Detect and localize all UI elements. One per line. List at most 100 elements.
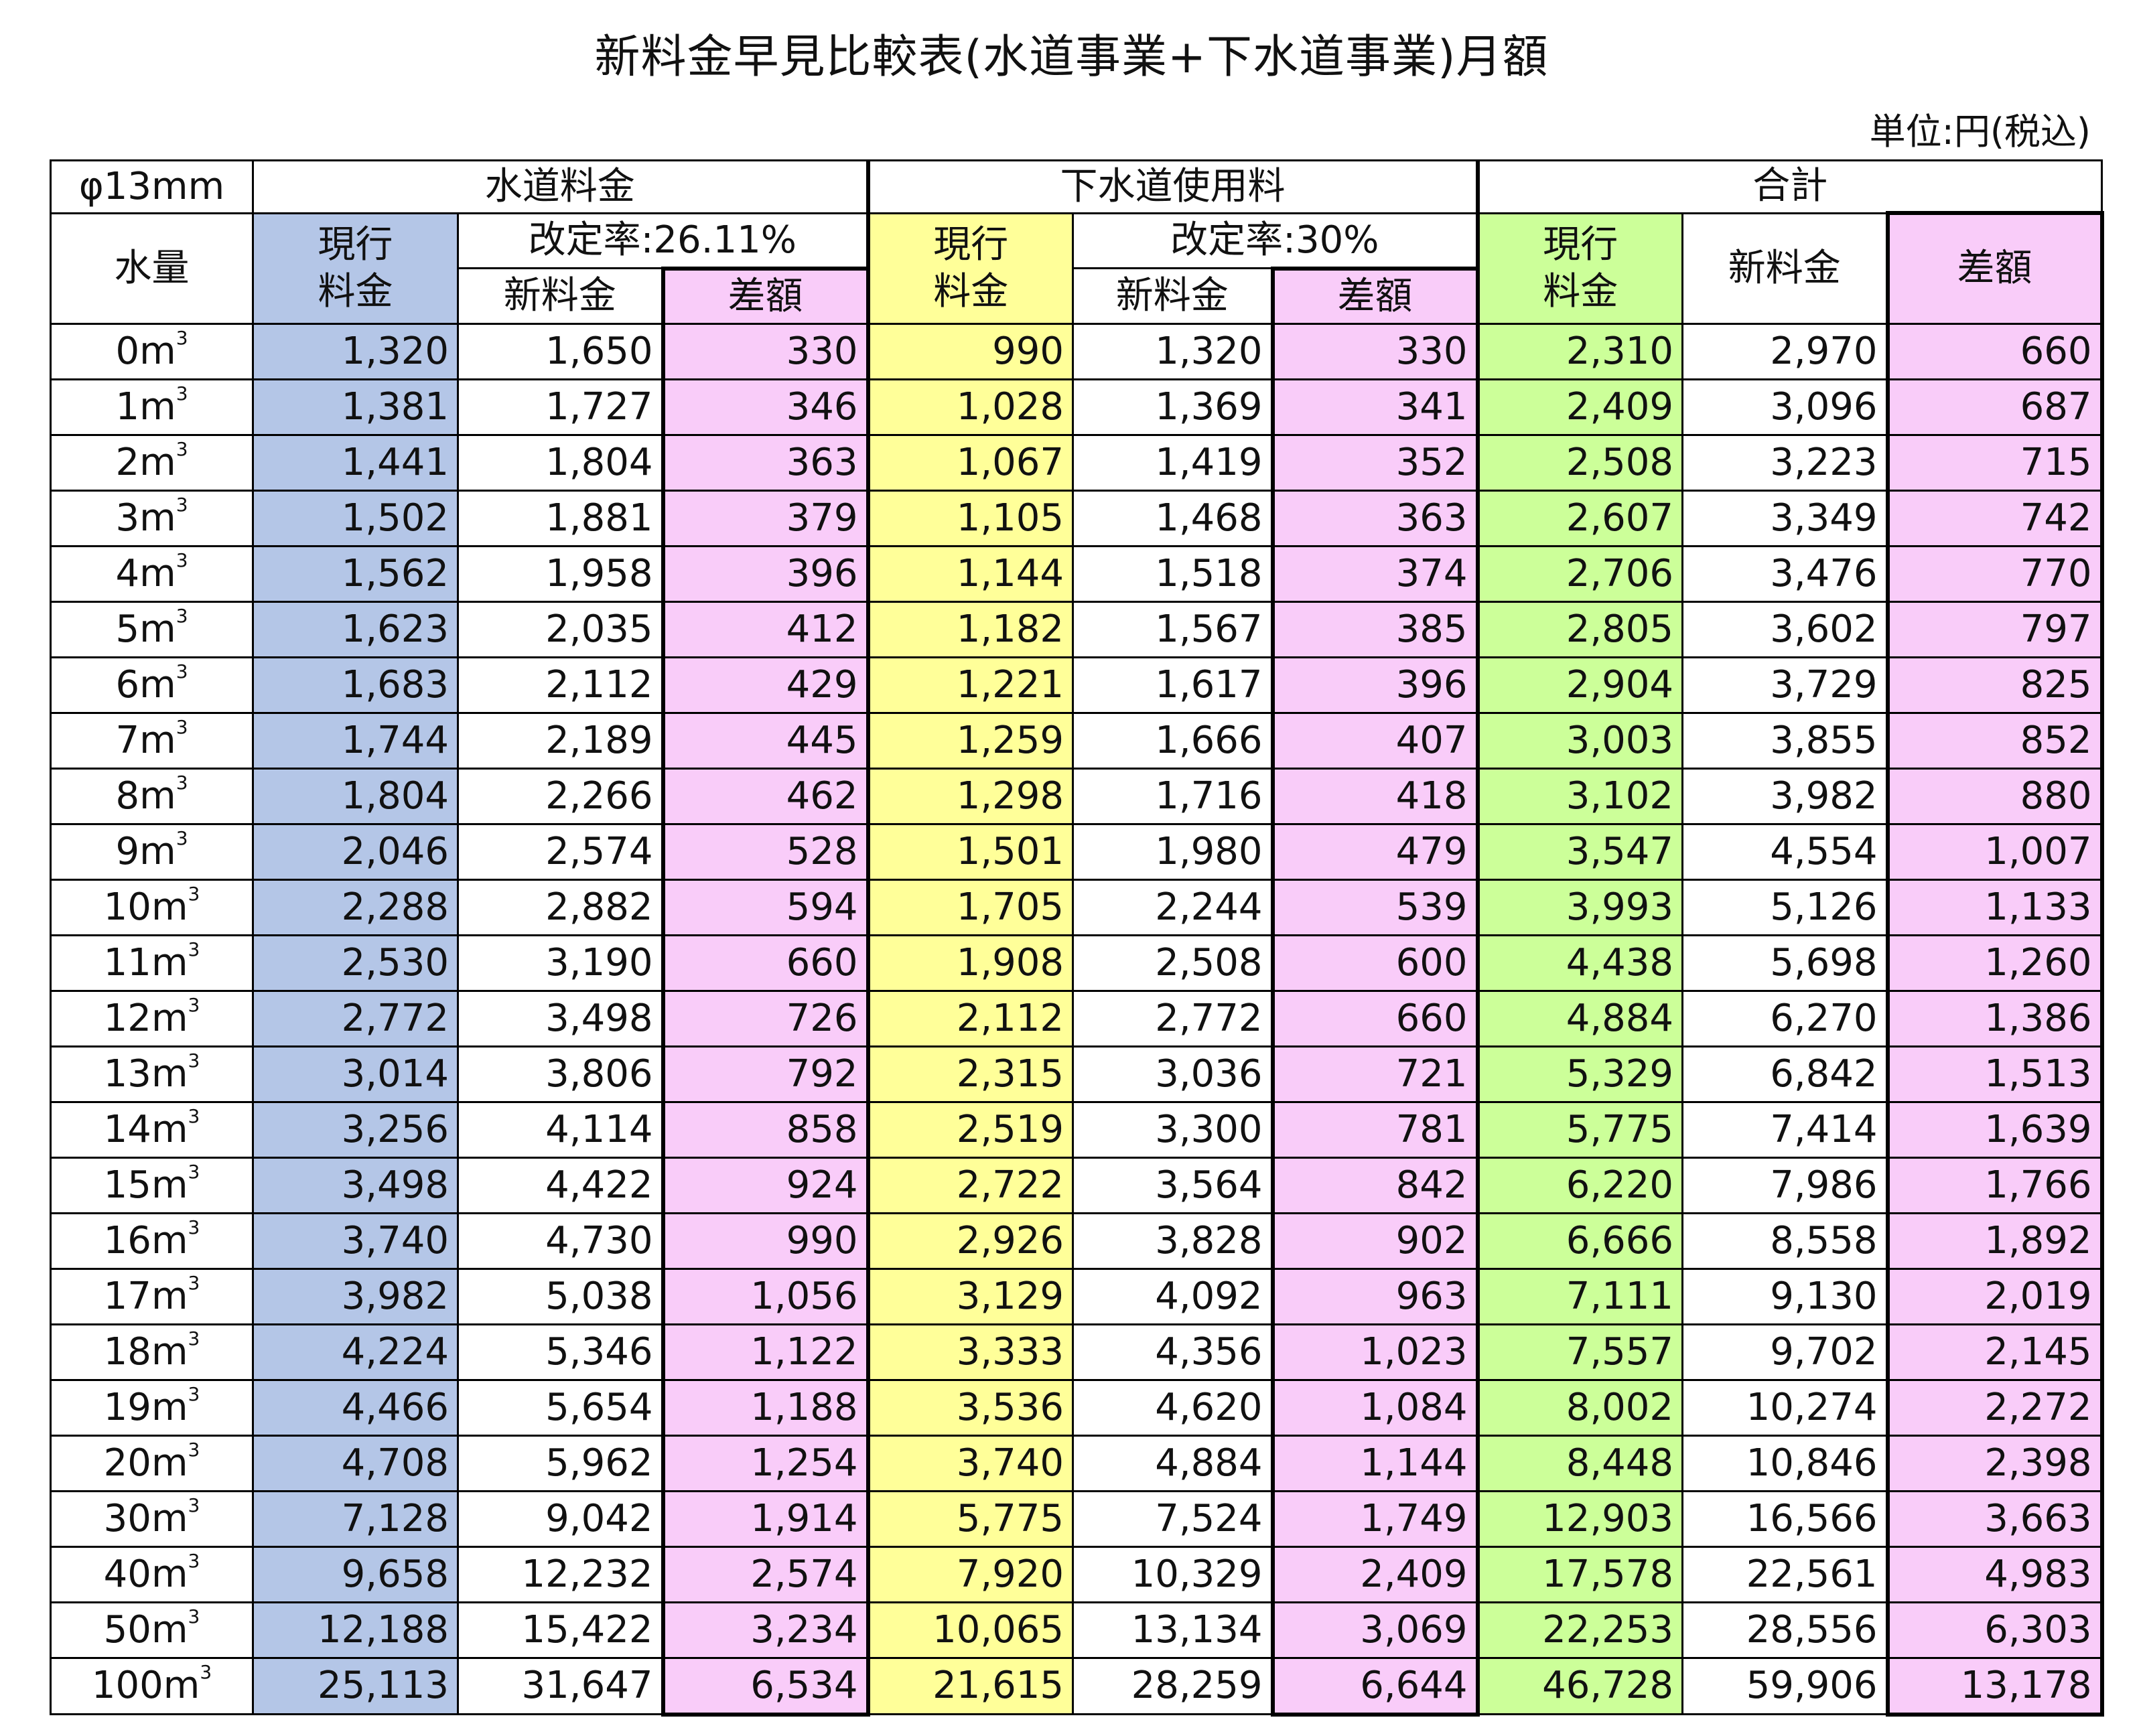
water-difference: 396 [661, 545, 870, 603]
sewer-difference-header: 差額 [1270, 266, 1480, 325]
total-difference: 6,303 [1885, 1601, 2104, 1659]
water-current-fee: 3,256 [252, 1100, 459, 1159]
total-current-fee: 2,706 [1476, 545, 1684, 603]
water-difference: 462 [661, 767, 870, 825]
table-row: 9m3 2,046 2,574 528 1,501 1,980 479 3,547 4,554 1… [50, 822, 2104, 881]
sewer-new-fee: 4,356 [1072, 1323, 1274, 1381]
water-new-fee: 5,346 [457, 1323, 664, 1381]
volume-unit: m [151, 940, 188, 985]
total-new-fee-header: 新料金 [1681, 212, 1889, 325]
sewer-difference: 1,144 [1270, 1434, 1480, 1492]
volume-value: 30 [103, 1496, 151, 1540]
sewer-new-fee: 2,508 [1072, 934, 1274, 992]
water-difference: 660 [661, 934, 870, 992]
volume-value: 0 [115, 329, 140, 373]
total-current-fee: 6,666 [1476, 1212, 1684, 1270]
volume-value: 9 [115, 829, 140, 873]
total-current-fee: 46,728 [1476, 1656, 1684, 1715]
total-group-header: 合計 [1476, 159, 2103, 214]
sewer-new-fee: 3,564 [1072, 1156, 1274, 1214]
table-row: 1m3 1,381 1,727 346 1,028 1,369 341 2,409 3,096 6… [50, 378, 2104, 436]
volume-value: 14 [103, 1107, 151, 1151]
water-difference: 412 [661, 600, 870, 658]
water-current-fee: 1,562 [252, 545, 459, 603]
table-row: 13m3 3,014 3,806 792 2,315 3,036 721 5,329 6,842… [50, 1045, 2104, 1103]
total-new-fee: 9,130 [1681, 1267, 1889, 1325]
sewer-difference: 963 [1270, 1267, 1480, 1325]
water-current-fee: 1,623 [252, 600, 459, 658]
total-new-fee: 4,554 [1681, 822, 1889, 881]
water-volume: 30m3 [50, 1490, 254, 1548]
volume-unit: m [151, 1052, 188, 1096]
volume-unit-exponent: 3 [188, 993, 200, 1016]
water-volume: 50m3 [50, 1601, 254, 1659]
sewer-new-fee: 2,772 [1072, 989, 1274, 1047]
volume-unit: m [151, 1607, 188, 1652]
water-new-fee: 1,958 [457, 545, 664, 603]
water-difference: 792 [661, 1045, 870, 1103]
sewer-new-fee: 3,828 [1072, 1212, 1274, 1270]
water-current-fee: 1,683 [252, 656, 459, 714]
sewer-new-fee-header: 新料金 [1072, 267, 1274, 325]
table-row: 3m3 1,502 1,881 379 1,105 1,468 363 2,607 3,349 7… [50, 489, 2104, 547]
sewer-difference: 902 [1270, 1212, 1480, 1270]
sewer-new-fee: 1,419 [1072, 433, 1274, 492]
sewer-difference: 3,069 [1270, 1601, 1480, 1659]
sewer-difference: 396 [1270, 656, 1480, 714]
volume-unit: m [151, 996, 188, 1040]
water-volume: 100m3 [50, 1656, 254, 1715]
sewer-current-fee: 1,144 [867, 545, 1075, 603]
volume-unit-exponent: 3 [188, 1216, 200, 1238]
volume-unit-exponent: 3 [188, 1549, 200, 1572]
total-difference: 742 [1885, 489, 2104, 547]
sewer-current-fee: 3,740 [867, 1434, 1075, 1492]
volume-unit: m [151, 1385, 188, 1429]
water-volume: 12m3 [50, 989, 254, 1047]
current-line2: 料金 [1543, 269, 1618, 313]
volume-unit: m [139, 440, 176, 484]
total-new-fee: 2,970 [1681, 322, 1889, 380]
total-new-fee: 3,349 [1681, 489, 1889, 547]
table-row: 50m3 12,188 15,422 3,234 10,065 13,134 3,069 22… [50, 1601, 2104, 1659]
sewer-current-fee: 5,775 [867, 1490, 1075, 1548]
sewer-difference: 842 [1270, 1156, 1480, 1214]
total-new-fee: 3,602 [1681, 600, 1889, 658]
water-current-fee: 1,502 [252, 489, 459, 547]
water-current-fee: 3,982 [252, 1267, 459, 1325]
table-row: 17m3 3,982 5,038 1,056 3,129 4,092 963 7,111 9,1… [50, 1267, 2104, 1325]
water-new-fee: 12,232 [457, 1545, 664, 1603]
current-line1: 現行 [933, 222, 1009, 267]
table-row: 14m3 3,256 4,114 858 2,519 3,300 781 5,775 7,414… [50, 1100, 2104, 1159]
water-difference: 726 [661, 989, 870, 1047]
water-current-fee: 1,441 [252, 433, 459, 492]
table-row: 40m3 9,658 12,232 2,574 7,920 10,329 2,409 17,5… [50, 1545, 2104, 1603]
total-new-fee: 8,558 [1681, 1212, 1889, 1270]
water-difference: 445 [661, 711, 870, 770]
total-difference: 1,260 [1885, 934, 2104, 992]
total-new-fee: 59,906 [1681, 1656, 1889, 1715]
water-new-fee: 5,038 [457, 1267, 664, 1325]
water-difference: 924 [661, 1156, 870, 1214]
total-new-fee: 10,846 [1681, 1434, 1889, 1492]
total-current-fee: 6,220 [1476, 1156, 1684, 1214]
sewer-new-fee: 4,620 [1072, 1378, 1274, 1437]
volume-value: 6 [115, 662, 140, 707]
total-difference: 1,513 [1885, 1045, 2104, 1103]
water-volume: 8m3 [50, 767, 254, 825]
sewer-new-fee: 2,244 [1072, 878, 1274, 936]
sewer-current-fee: 3,333 [867, 1323, 1075, 1381]
volume-value: 19 [103, 1385, 151, 1429]
sewer-difference: 330 [1270, 322, 1480, 380]
volume-value: 8 [115, 774, 140, 818]
volume-unit: m [151, 1552, 188, 1596]
total-difference: 2,398 [1885, 1434, 2104, 1492]
water-current-fee: 4,466 [252, 1378, 459, 1437]
volume-unit: m [139, 496, 176, 540]
volume-value: 15 [103, 1163, 151, 1207]
volume-unit: m [151, 1441, 188, 1485]
volume-unit: m [139, 329, 176, 373]
table-row: 15m3 3,498 4,422 924 2,722 3,564 842 6,220 7,986… [50, 1156, 2104, 1214]
water-difference: 528 [661, 822, 870, 881]
water-new-fee: 5,962 [457, 1434, 664, 1492]
water-current-header: 現行 料金 [252, 212, 459, 325]
